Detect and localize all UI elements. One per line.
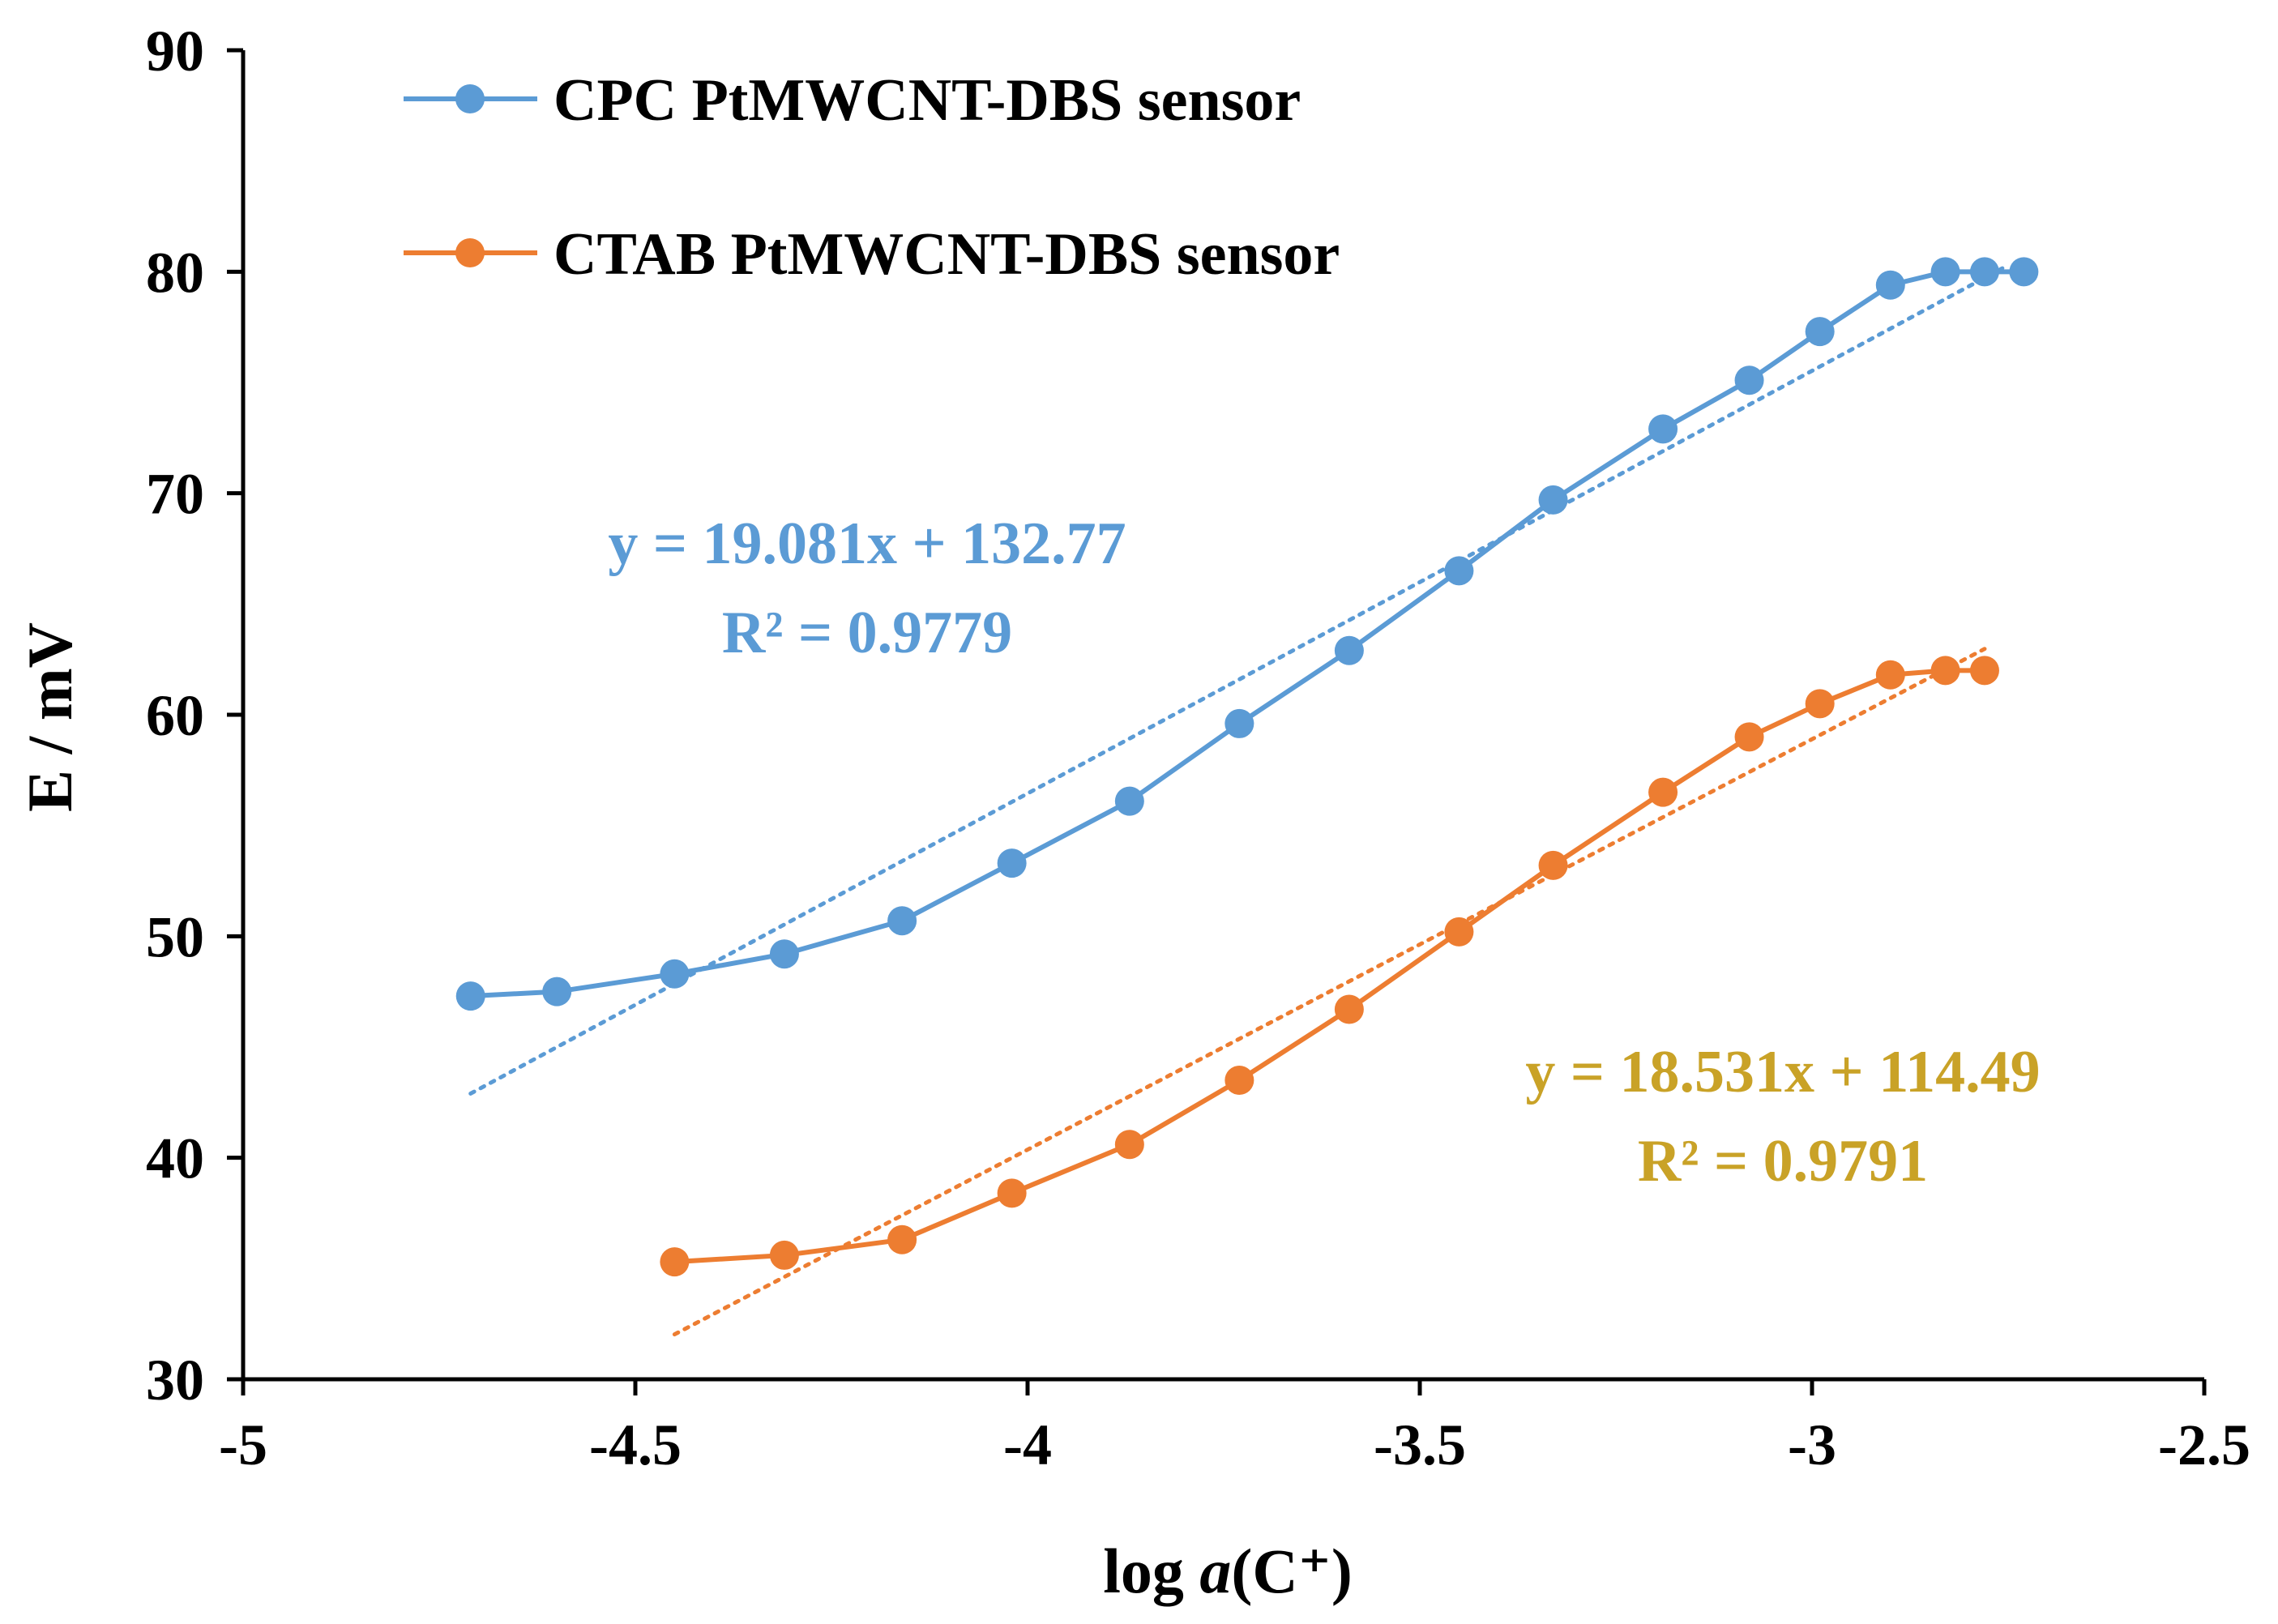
data-point-ctab [1334, 994, 1364, 1024]
data-point-cpc [2009, 257, 2039, 287]
trendline-equation-cpc: y = 19.081x + 132.77 [608, 511, 1126, 577]
data-point-ctab [769, 1240, 799, 1270]
y-axis-ticks: 30 40 50 60 70 80 90 [146, 19, 243, 1412]
data-point-ctab [1538, 850, 1568, 880]
data-point-cpc [660, 959, 690, 989]
trendline-annotation-cpc: y = 19.081x + 132.77 R² = 0.9779 [608, 511, 1126, 666]
data-point-ctab [1969, 656, 1999, 686]
trendline-r2-cpc: R² = 0.9779 [722, 600, 1012, 666]
x-tick-label: -4.5 [589, 1412, 682, 1477]
y-tick-label: 30 [146, 1348, 204, 1412]
data-point-ctab [660, 1247, 690, 1277]
y-axis-title: E / mV [15, 622, 85, 812]
y-tick-label: 50 [146, 904, 204, 969]
legend-marker-ctab [455, 238, 485, 267]
data-point-cpc [542, 977, 572, 1006]
x-tick-label: -4 [1003, 1412, 1052, 1477]
data-point-cpc [1224, 708, 1254, 738]
y-tick-label: 60 [146, 683, 204, 748]
plot-area [455, 257, 2039, 1337]
data-point-cpc [1969, 257, 1999, 287]
data-point-cpc [1648, 414, 1678, 444]
series-cpc [455, 257, 2039, 1096]
data-point-ctab [887, 1224, 917, 1254]
x-tick-label: -3 [1788, 1412, 1836, 1477]
y-tick-label: 80 [146, 240, 204, 305]
x-axis-title: log a(C⁺) [1103, 1536, 1353, 1606]
y-tick-label: 90 [146, 19, 204, 83]
series-ctab [660, 647, 1999, 1337]
data-point-cpc [1334, 635, 1364, 665]
legend-label-cpc: CPC PtMWCNT-DBS sensor [553, 67, 1301, 134]
data-point-cpc [455, 981, 485, 1011]
trendline-annotation-ctab: y = 18.531x + 114.49 R² = 0.9791 [1525, 1039, 2040, 1194]
data-point-ctab [1444, 917, 1474, 947]
data-point-cpc [997, 848, 1027, 878]
legend-marker-cpc [455, 84, 485, 113]
data-point-cpc [1805, 317, 1835, 347]
data-point-cpc [1444, 556, 1474, 586]
data-point-cpc [887, 906, 917, 936]
data-point-cpc [1734, 365, 1764, 395]
data-point-cpc [769, 939, 799, 969]
x-tick-label: -5 [219, 1412, 267, 1477]
y-tick-label: 70 [146, 462, 204, 527]
trendline-cpc [468, 263, 2011, 1096]
data-point-ctab [1805, 689, 1835, 719]
data-point-ctab [997, 1178, 1027, 1208]
legend-item-ctab: CTAB PtMWCNT-DBS sensor [404, 221, 1340, 288]
data-point-ctab [1734, 722, 1764, 752]
data-point-ctab [1224, 1066, 1254, 1095]
data-point-ctab [1875, 660, 1905, 690]
legend-label-ctab: CTAB PtMWCNT-DBS sensor [553, 221, 1340, 288]
y-tick-label: 40 [146, 1126, 204, 1191]
x-tick-label: -3.5 [1374, 1412, 1466, 1477]
trendline-equation-ctab: y = 18.531x + 114.49 [1525, 1039, 2040, 1105]
x-axis-ticks: -5 -4.5 -4 -3.5 -3 -2.5 [219, 1379, 2250, 1477]
data-point-cpc [1875, 270, 1905, 300]
data-point-cpc [1114, 786, 1144, 816]
trendline-r2-ctab: R² = 0.9791 [1638, 1128, 1928, 1194]
data-point-ctab [1648, 777, 1678, 807]
data-point-ctab [1930, 656, 1960, 686]
x-tick-label: -2.5 [2158, 1412, 2250, 1477]
legend-item-cpc: CPC PtMWCNT-DBS sensor [404, 67, 1301, 134]
data-point-ctab [1114, 1130, 1144, 1160]
legend: CPC PtMWCNT-DBS sensor CTAB PtMWCNT-DBS … [404, 67, 1340, 288]
data-point-cpc [1930, 257, 1960, 287]
data-point-cpc [1538, 485, 1568, 515]
trendline-ctab [672, 647, 1987, 1337]
